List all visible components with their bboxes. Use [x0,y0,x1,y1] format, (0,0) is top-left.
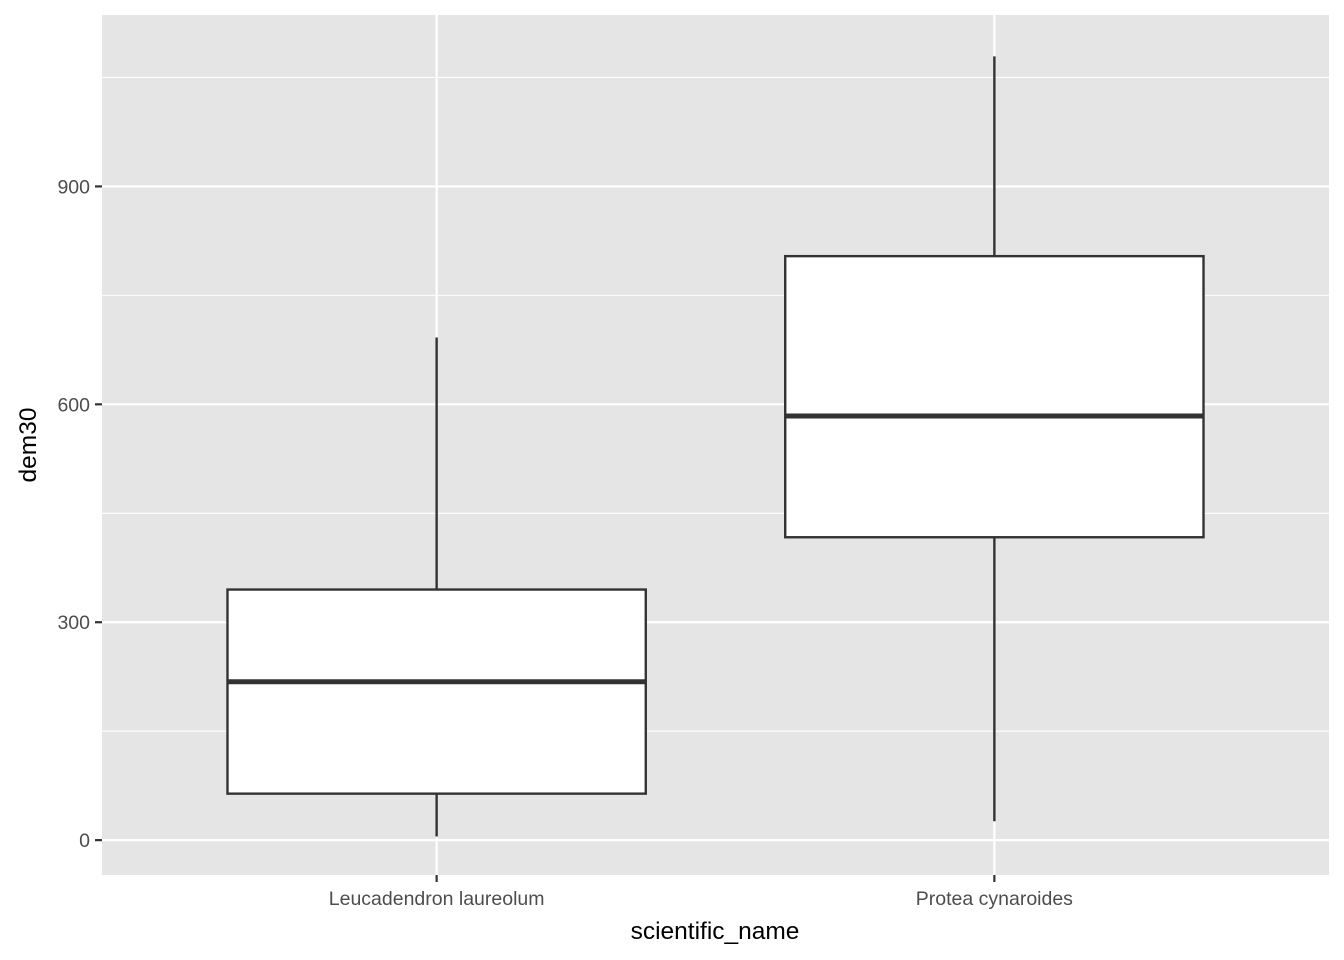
x-axis: Leucadendron laureolum Protea cynaroides [329,875,1073,910]
y-tick-label: 0 [79,830,90,852]
box-iqr [226,588,647,795]
boxes-layer [226,56,1205,837]
box-group [226,337,647,837]
x-axis-title: scientific_name [631,918,800,945]
box-group [784,56,1205,822]
x-tick-label: Leucadendron laureolum [329,888,545,910]
y-tick-label: 600 [57,394,90,416]
y-axis: 0 300 600 900 [57,176,102,852]
box-iqr [784,254,1205,539]
x-tick-label: Protea cynaroides [916,888,1073,910]
y-axis-title: dem30 [15,408,42,483]
y-tick-label: 900 [57,176,90,198]
y-tick-label: 300 [57,612,90,634]
